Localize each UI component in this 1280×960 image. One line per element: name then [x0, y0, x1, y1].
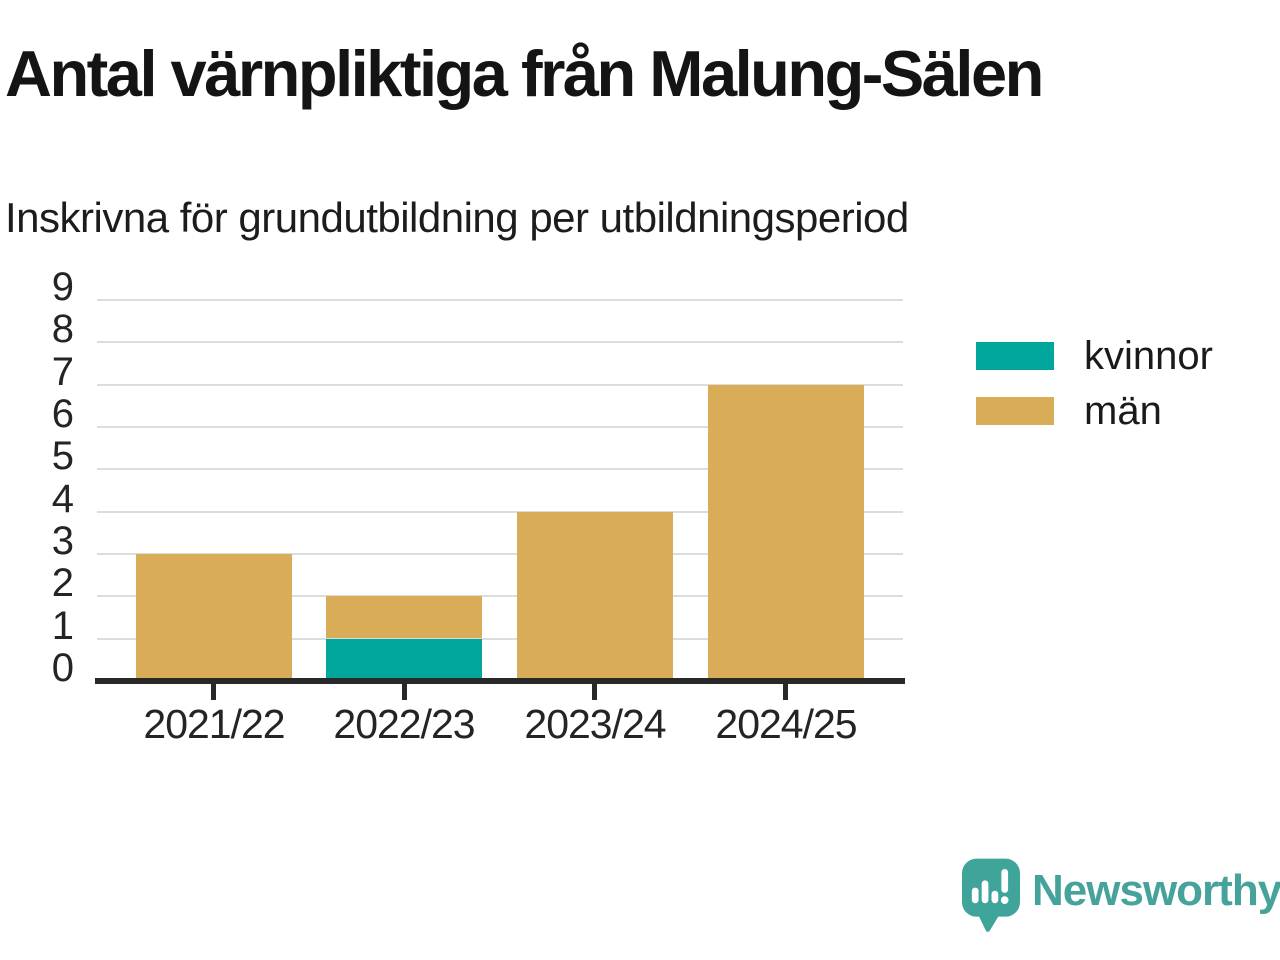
- x-axis-baseline: [95, 678, 905, 684]
- chart-title: Antal värnpliktiga från Malung-Sälen: [5, 37, 1044, 110]
- brand-name: Newsworthy: [1032, 866, 1280, 915]
- y-axis-tick-label-9: 9: [51, 265, 74, 309]
- y-axis-tick-label-1: 1: [51, 604, 74, 648]
- legend-label-kvinnor: kvinnor: [1084, 334, 1213, 378]
- x-axis-tick-label-2023/24: 2023/24: [524, 701, 666, 747]
- x-axis-tick-2023/24: [592, 684, 597, 700]
- bar-män-2024/25: [708, 385, 864, 684]
- gridline-y9: [97, 299, 903, 301]
- chart-subtitle: Inskrivna för grundutbildning per utbild…: [5, 194, 909, 241]
- y-axis-tick-label-2: 2: [51, 561, 74, 605]
- gridline-y3: [97, 553, 903, 555]
- logo-barchart-glyph: [971, 869, 1009, 904]
- y-axis-tick-label-0: 0: [51, 646, 74, 690]
- y-axis-tick-label-5: 5: [51, 434, 74, 478]
- y-axis-tick-label-8: 8: [51, 307, 74, 351]
- y-axis-tick-label-3: 3: [51, 519, 74, 563]
- bar-män-2022/23: [326, 596, 482, 638]
- newsworthy-logo-icon: [962, 858, 1020, 932]
- bar-män-2021/22: [136, 554, 292, 684]
- x-axis-tick-2021/22: [211, 684, 216, 700]
- x-axis-tick-2024/25: [783, 684, 788, 700]
- y-axis-tick-label-4: 4: [51, 477, 74, 521]
- gridline-y6: [97, 426, 903, 428]
- x-axis-tick-2022/23: [402, 684, 407, 700]
- gridline-y8: [97, 341, 903, 343]
- gridline-y5: [97, 468, 903, 470]
- y-axis-tick-label-6: 6: [51, 392, 74, 436]
- gridline-y7: [97, 384, 903, 386]
- legend-swatch-kvinnor: [976, 342, 1054, 370]
- bar-män-2023/24: [517, 512, 673, 684]
- gridline-y1: [97, 638, 903, 640]
- gridline-y4: [97, 511, 903, 513]
- bar-kvinnor-2022/23: [326, 639, 482, 684]
- x-axis-tick-label-2021/22: 2021/22: [143, 701, 285, 747]
- legend-swatch-man: [976, 397, 1054, 425]
- x-axis-tick-label-2024/25: 2024/25: [715, 701, 857, 747]
- legend-label-man: män: [1084, 389, 1162, 433]
- y-axis-tick-label-7: 7: [51, 350, 74, 394]
- gridline-y2: [97, 595, 903, 597]
- x-axis-tick-label-2022/23: 2022/23: [333, 701, 475, 747]
